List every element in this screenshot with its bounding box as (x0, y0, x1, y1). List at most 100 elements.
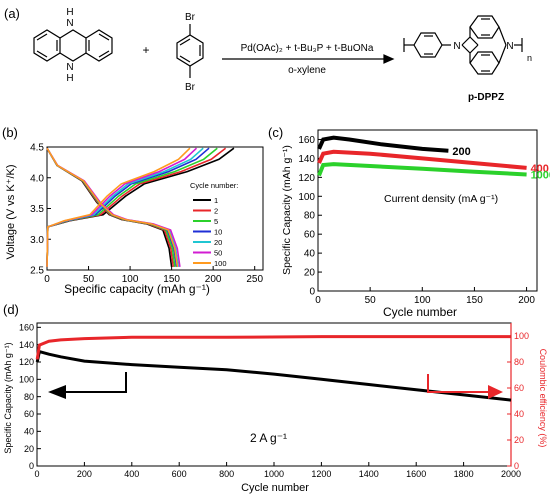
chart-c-annotation: Current density (mA g⁻¹) (384, 193, 498, 205)
chart-d-annotation: 2 A g⁻¹ (250, 431, 287, 445)
repeat-n: n (527, 53, 532, 63)
legend-label-5: 5 (214, 217, 218, 226)
y2-tick-label: 40 (514, 409, 524, 419)
chart-b: 0 50 100 150 200 2502.53.03.54.04.51251020501… (30, 143, 264, 285)
chart-d-xlabel: Cycle number (241, 482, 309, 494)
reaction-scheme (33, 15, 523, 78)
x-tick-label: 150 (466, 295, 483, 306)
x-tick-label: 0 (34, 469, 39, 479)
panel-label-c: (c) (268, 125, 283, 140)
y-tick-label: 60 (24, 409, 34, 419)
x-tick-label: 200 (518, 295, 535, 306)
right-arrow-head (488, 385, 503, 399)
y-tick-label: 4.5 (30, 143, 44, 154)
left-arrow-shaft (66, 372, 127, 393)
reaction-labels: H N N H + Br Br Pd(OAc)₂ + t-Bu₃P + t-Bu… (66, 7, 532, 103)
solvent-text: o-xylene (288, 65, 326, 76)
chart-d-ylabel: Specific Capacity (mAh g⁻¹) (3, 342, 13, 453)
panel-label-b: (b) (2, 125, 18, 140)
series-line-capacity (35, 349, 512, 402)
reagents-text: Pd(OAc)₂ + t-Bu₃P + t-BuONa (241, 43, 374, 54)
legend-label-2: 2 (214, 207, 218, 216)
y2-tick-label: 60 (514, 383, 524, 393)
panel-label-d: (d) (3, 302, 19, 317)
x-tick-label: 50 (83, 274, 95, 285)
chart-b-legend-title: Cycle number: (190, 181, 238, 190)
plus-sign: + (142, 43, 149, 57)
dihydrophenazine-right-ring (85, 29, 113, 62)
y-tick-label: 80 (304, 211, 316, 222)
x-tick-label: 400 (124, 469, 139, 479)
x-tick-label: 0 (44, 274, 50, 285)
br-top: Br (185, 12, 196, 23)
charge-curve-100 (46, 147, 191, 267)
discharge-curve-100 (46, 147, 179, 268)
x-tick-label: 600 (172, 469, 187, 479)
x-tick-label: 1800 (454, 469, 474, 479)
y-tick-label: 40 (304, 249, 316, 260)
series-label-400: 400 (531, 163, 549, 175)
y-tick-label: 3.5 (30, 204, 44, 215)
y-tick-label: 80 (24, 392, 34, 402)
y-tick-label: 100 (298, 192, 315, 203)
plot-frame (317, 129, 538, 292)
charge-curve-1 (46, 147, 235, 267)
x-tick-label: 1600 (406, 469, 426, 479)
series-label-1000: 1000 (531, 170, 550, 182)
series-line-coulombic-efficiency (35, 335, 511, 360)
left-arrow-head (48, 385, 66, 399)
y2-tick-label: 100 (514, 331, 529, 341)
legend-label-20: 20 (214, 238, 222, 247)
x-tick-label: 800 (219, 469, 234, 479)
y-tick-label: 2.5 (30, 266, 44, 277)
x-tick-label: 200 (77, 469, 92, 479)
legend-label-10: 10 (214, 228, 222, 237)
y2-tick-label: 20 (514, 435, 524, 445)
x-tick-label: 100 (414, 295, 431, 306)
product-n-left: N (453, 41, 460, 52)
y-tick-label: 0 (309, 287, 315, 298)
y-tick-label: 20 (24, 444, 34, 454)
product-name: p-DPPZ (468, 92, 504, 103)
legend-label-1: 1 (214, 196, 218, 205)
panel-label-a: (a) (4, 6, 20, 21)
x-tick-label: 0 (315, 295, 321, 306)
nh-bottom-n: N (66, 62, 73, 73)
nh-top-h: H (66, 7, 73, 18)
y-tick-label: 140 (298, 154, 315, 165)
x-tick-label: 1000 (264, 469, 284, 479)
y-tick-label: 140 (19, 340, 34, 350)
y-tick-label: 100 (19, 374, 34, 384)
legend-label-100: 100 (214, 259, 227, 268)
product-n-right: N (506, 41, 513, 52)
y2-tick-label: 80 (514, 357, 524, 367)
y-tick-label: 120 (19, 357, 34, 367)
y-tick-label: 40 (24, 426, 34, 436)
nh-top-n: N (66, 18, 73, 29)
x-tick-label: 1400 (359, 469, 379, 479)
chart-c-xlabel: Cycle number (383, 305, 457, 319)
y2-tick-label: 0 (514, 461, 519, 471)
series-line-1000 (317, 162, 527, 177)
series-line-200 (317, 135, 449, 153)
y-tick-label: 3.0 (30, 235, 44, 246)
charge-curve-10 (46, 147, 210, 267)
chart-d: 0 200 400 600 800 1000 1200 1400 1600 1800 2000020… (19, 322, 529, 479)
nh-bottom-h: H (66, 73, 73, 84)
plot-frame (46, 146, 264, 271)
x-tick-label: 200 (205, 274, 222, 285)
br-bottom: Br (185, 82, 196, 93)
series-label-200: 200 (452, 146, 470, 158)
y-tick-label: 20 (304, 268, 316, 279)
chart-b-ylabel: Voltage (V vs K⁺/K) (5, 164, 17, 259)
dihydrophenazine-central-ring (59, 29, 87, 39)
discharge-curve-2 (46, 147, 175, 268)
y-tick-label: 160 (298, 135, 315, 146)
y-tick-label: 4.0 (30, 173, 44, 184)
x-tick-label: 150 (163, 274, 180, 285)
x-tick-label: 2000 (501, 469, 521, 479)
x-tick-label: 250 (246, 274, 263, 285)
x-tick-label: 100 (122, 274, 139, 285)
y-tick-label: 120 (298, 173, 315, 184)
